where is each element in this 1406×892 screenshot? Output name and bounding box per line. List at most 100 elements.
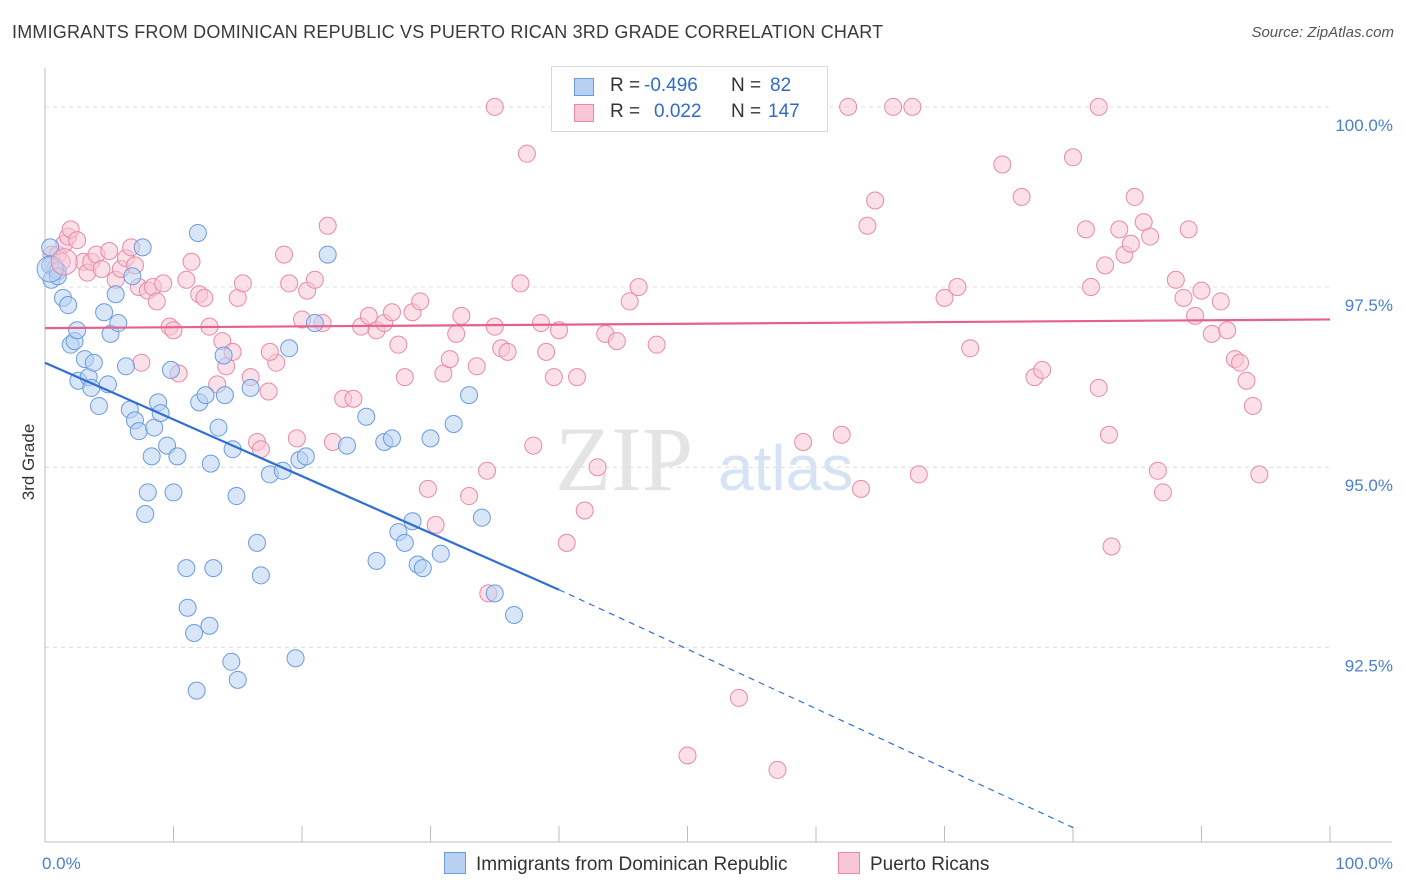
scatter-point [1243, 396, 1262, 415]
scatter-point [421, 429, 440, 448]
scatter-point [832, 425, 851, 444]
scatter-point [1153, 483, 1172, 502]
scatter-point [132, 353, 151, 372]
axes [44, 68, 1392, 843]
trend-line-dominican [44, 361, 560, 591]
scatter-point [511, 274, 530, 293]
scatter-point [123, 267, 142, 286]
scatter-point [647, 335, 666, 354]
scatter-point [1096, 256, 1115, 275]
scatter-point [909, 465, 928, 484]
scatter-point [138, 483, 157, 502]
x-tick-label-max: 100.0% [1335, 854, 1393, 873]
scatter-point [204, 559, 223, 578]
scatter-point [147, 292, 166, 311]
scatter-point [768, 760, 787, 779]
scatter-point [227, 487, 246, 506]
scatter-point [280, 339, 299, 358]
chart-title: IMMIGRANTS FROM DOMINICAN REPUBLIC VS PU… [12, 22, 884, 42]
scatter-point [241, 378, 260, 397]
scatter-point [164, 483, 183, 502]
scatter-point [1076, 220, 1095, 239]
scatter-point [993, 155, 1012, 174]
scatter-point [275, 245, 294, 264]
legend-n-label: N = [731, 101, 762, 122]
scatter-point [575, 501, 594, 520]
scatter-point [359, 306, 378, 325]
scatter-point [259, 382, 278, 401]
y-tick-labels: 100.0% 97.5% 95.0% 92.5% [1335, 116, 1393, 676]
scatter-point [537, 342, 556, 361]
series-puerto-rican [42, 97, 1269, 779]
bottom-legend-label-puerto-rican: Puerto Ricans [870, 854, 990, 875]
scatter-point [164, 321, 183, 340]
scatter-point [1192, 281, 1211, 300]
scatter-point [136, 505, 155, 524]
scatter-point [382, 429, 401, 448]
scatter-point [478, 461, 497, 480]
scatter-point [1174, 288, 1193, 307]
watermark-atlas: atlas [718, 432, 853, 504]
scatter-point [858, 216, 877, 235]
scatter-point [460, 487, 479, 506]
scatter-point [544, 368, 563, 387]
scatter-point [68, 231, 87, 250]
stats-legend: R = -0.496 N = 82 R = 0.022 N = 147 [551, 66, 828, 132]
scatter-point [133, 238, 152, 257]
bottom-legend-dominican: Immigrants from Dominican Republic [444, 852, 788, 876]
scatter-point [129, 422, 148, 441]
scatter-point [59, 296, 78, 315]
scatter-point [1218, 321, 1237, 340]
series-dominican [41, 223, 524, 700]
scatter-point [1166, 270, 1185, 289]
scatter-point [1141, 227, 1160, 246]
scatter-point [142, 447, 161, 466]
scatter-point [161, 360, 180, 379]
scatter-point [200, 616, 219, 635]
scatter-point [903, 97, 922, 116]
scatter-point [607, 332, 626, 351]
scatter-point [444, 414, 463, 433]
scatter-point [1012, 187, 1031, 206]
scatter-point [318, 216, 337, 235]
scatter-point [116, 357, 135, 376]
scatter-point [418, 479, 437, 498]
scatter-point [305, 314, 324, 333]
scatter-point [209, 418, 228, 437]
scatter-point [1064, 148, 1082, 167]
scatter-point [178, 598, 197, 617]
source-label: Source: ZipAtlas.com [1251, 24, 1394, 41]
scatter-point [84, 353, 103, 372]
scatter-point [866, 191, 885, 210]
trend-line-dominican-extension [558, 589, 1074, 829]
scatter-point [935, 288, 954, 307]
scatter-point [395, 368, 414, 387]
y-tick-label: 92.5% [1345, 656, 1393, 675]
scatter-point [839, 97, 858, 116]
legend-r-value: -0.496 [644, 75, 698, 96]
y-tick-label: 97.5% [1345, 296, 1393, 315]
scatter-point [89, 396, 108, 415]
legend-n-value: 82 [770, 75, 792, 96]
scatter-point [467, 357, 486, 376]
scatter-point [794, 432, 813, 451]
scatter-point [68, 321, 87, 340]
scatter-point [1186, 306, 1205, 325]
scatter-point [201, 454, 220, 473]
scatter-point [413, 559, 432, 578]
scatter-point [214, 346, 233, 365]
scatter-point [524, 436, 543, 455]
scatter-point [177, 270, 196, 289]
scatter-point [411, 292, 430, 311]
scatter-point [1099, 425, 1118, 444]
data-points [36, 97, 1269, 779]
watermark: ZIP atlas [555, 408, 853, 510]
scatter-point [305, 270, 324, 289]
scatter-point [100, 241, 119, 260]
scatter-point [729, 688, 748, 707]
scatter-point [215, 386, 234, 405]
scatter-point [447, 324, 466, 343]
scatter-point [550, 321, 568, 340]
scatter-point [485, 317, 504, 336]
scatter-point [367, 551, 386, 570]
